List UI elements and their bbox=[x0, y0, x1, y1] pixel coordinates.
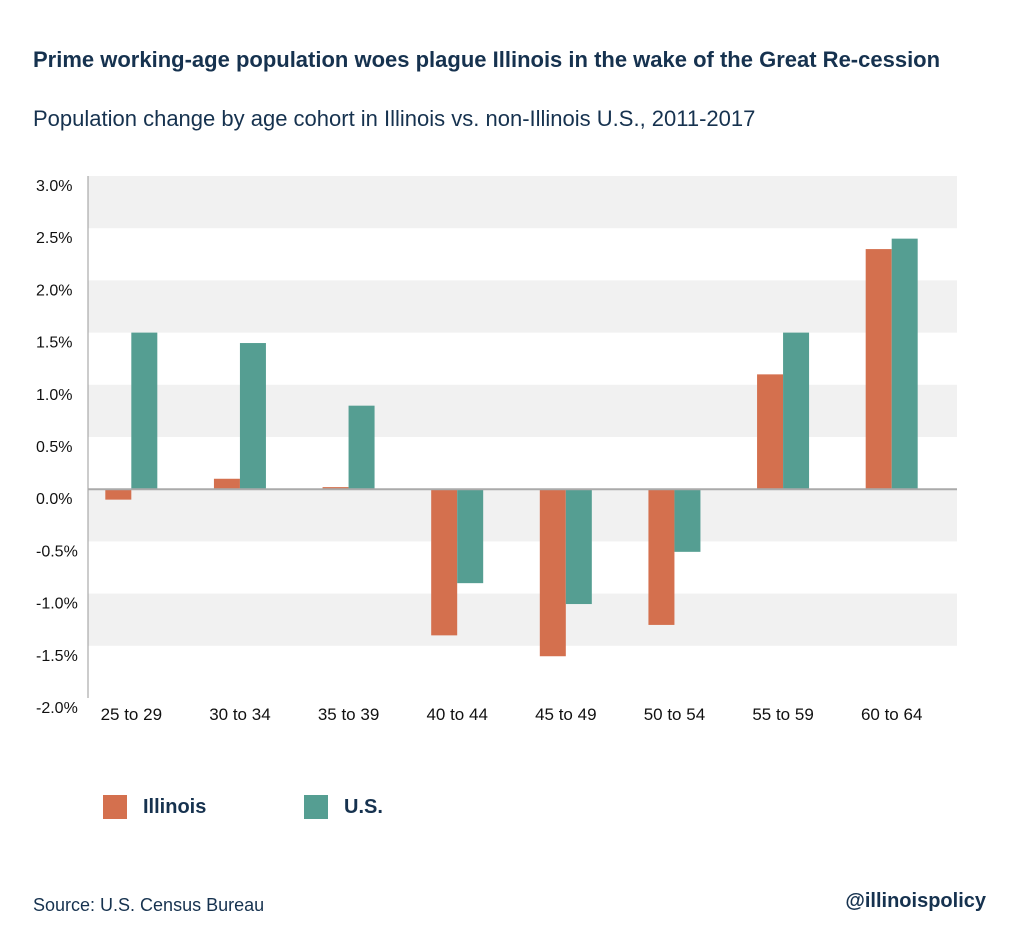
x-tick-label: 60 to 64 bbox=[861, 705, 922, 724]
bar-illinois-55-to-59 bbox=[757, 374, 784, 490]
legend-label: U.S. bbox=[344, 795, 383, 818]
grid-band bbox=[88, 280, 957, 333]
legend-illinois: Illinois bbox=[103, 795, 206, 819]
bar-illinois-50-to-54 bbox=[648, 489, 675, 625]
y-tick-label: -1.0% bbox=[36, 596, 78, 613]
bar-us-45-to-49 bbox=[565, 489, 592, 605]
bar-illinois-35-to-39 bbox=[322, 487, 349, 490]
bar-illinois-25-to-29 bbox=[105, 489, 132, 500]
x-tick-label: 45 to 49 bbox=[535, 705, 596, 724]
chart-title: Prime working-age population woes plague… bbox=[33, 47, 941, 72]
bar-us-25-to-29 bbox=[131, 332, 158, 490]
bar-us-50-to-54 bbox=[674, 489, 701, 552]
grid-band bbox=[88, 489, 957, 542]
grid-band bbox=[88, 176, 957, 229]
bar-illinois-45-to-49 bbox=[539, 489, 566, 657]
bar-us-60-to-64 bbox=[891, 238, 918, 490]
bar-illinois-40-to-44 bbox=[431, 489, 458, 636]
y-tick-label: 1.0% bbox=[36, 387, 72, 404]
legend-label: Illinois bbox=[143, 795, 207, 818]
grid-band bbox=[88, 593, 957, 646]
legend-swatch-us bbox=[304, 795, 328, 819]
grid-band bbox=[88, 384, 957, 437]
y-tick-label: 2.0% bbox=[36, 282, 72, 299]
legend-swatch-illinois bbox=[103, 795, 127, 819]
source-note: Source: U.S. Census Bureau bbox=[33, 895, 265, 915]
x-tick-label: 55 to 59 bbox=[752, 705, 813, 724]
y-tick-label: -2.0% bbox=[36, 700, 78, 717]
bar-illinois-30-to-34 bbox=[213, 478, 240, 490]
chart-subtitle: Population change by age cohort in Illin… bbox=[33, 106, 756, 131]
x-tick-label: 40 to 44 bbox=[426, 705, 487, 724]
social-handle: @illinoispolicy bbox=[845, 890, 986, 912]
y-tick-label: 3.0% bbox=[36, 178, 72, 195]
y-tick-label: 0.0% bbox=[36, 491, 72, 508]
bar-us-55-to-59 bbox=[783, 332, 810, 490]
bar-illinois-60-to-64 bbox=[865, 249, 892, 490]
bar-chart: 3.0% 2.5% 2.0% 1.5% 1.0% 0.5% 0.0% -0.5% -1.0% -1… bbox=[36, 176, 957, 724]
y-tick-label: -1.5% bbox=[36, 648, 78, 665]
y-tick-label: -0.5% bbox=[36, 543, 78, 560]
x-tick-label: 30 to 34 bbox=[209, 705, 270, 724]
bar-us-30-to-34 bbox=[239, 343, 266, 490]
bar-us-35-to-39 bbox=[348, 405, 375, 490]
bar-us-40-to-44 bbox=[457, 489, 484, 584]
y-tick-label: 2.5% bbox=[36, 230, 72, 247]
legend-us: U.S. bbox=[304, 795, 383, 819]
y-tick-label: 0.5% bbox=[36, 439, 72, 456]
y-tick-label: 1.5% bbox=[36, 335, 72, 352]
x-tick-label: 25 to 29 bbox=[101, 705, 162, 724]
x-tick-label: 50 to 54 bbox=[644, 705, 705, 724]
x-tick-label: 35 to 39 bbox=[318, 705, 379, 724]
